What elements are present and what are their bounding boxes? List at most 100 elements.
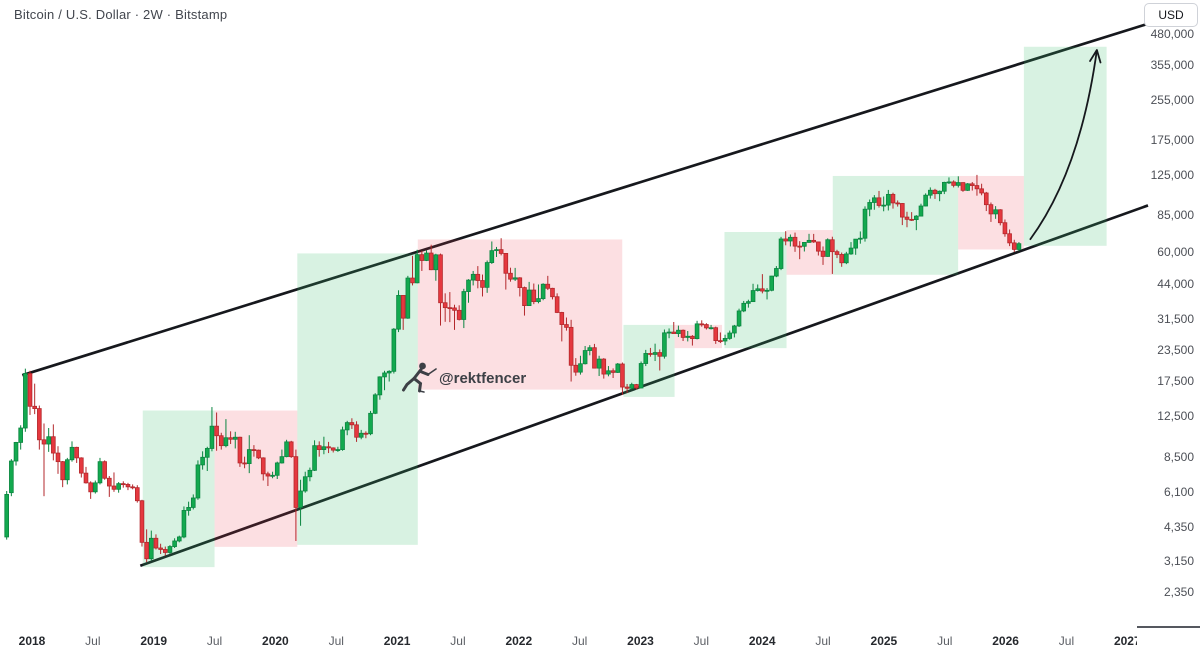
candle [844,251,849,265]
candle-body [400,295,406,319]
candle-body [732,325,737,334]
price-axis-label[interactable]: 175,000 [1150,132,1194,147]
candle-body [909,218,914,221]
candle [372,393,378,415]
price-axis[interactable]: 480,000 355,000 255,000 175,000 125,000 85,00… [1137,0,1200,628]
time-axis-label[interactable]: 2018 [18,634,46,648]
candle [900,203,905,226]
price-axis-label[interactable]: 23,500 [1157,343,1194,358]
candle-body [195,464,201,499]
price-axis-label[interactable]: 17,500 [1157,374,1194,389]
time-axis-label[interactable]: 2021 [383,634,411,648]
time-axis-label[interactable]: Jul [450,634,466,648]
time-axis-label[interactable]: Jul [328,634,344,648]
zone-accumulation-box[interactable] [1023,46,1107,246]
price-axis-label[interactable]: 255,000 [1150,93,1194,108]
time-axis-label[interactable]: 2027 [1113,634,1137,648]
candle-body [312,445,317,471]
candle-body [676,329,681,334]
time-axis-label[interactable]: Jul [571,634,588,648]
price-axis-label[interactable]: 3,150 [1163,554,1194,568]
candle [246,435,252,474]
projection-arrow-curve[interactable] [1029,49,1098,241]
price-axis-label[interactable]: 4,350 [1163,520,1194,535]
candle [592,343,597,369]
time-axis-label[interactable]: Jul [815,634,831,648]
zone-distribution-box[interactable] [214,410,298,547]
candle-body [368,412,373,435]
candle-body [764,289,770,292]
time-axis-label[interactable]: Jul [693,634,710,648]
price-axis-label[interactable]: 125,000 [1150,167,1194,182]
candle [41,423,47,497]
candle [260,457,266,481]
candle [358,429,364,440]
candle [419,250,425,271]
candle-body [60,461,65,481]
watermark: @rektfencer [401,361,526,395]
candle-body [181,510,187,538]
candle [340,426,345,451]
candle-body [955,182,961,186]
time-axis-label[interactable]: 2026 [992,634,1019,648]
time-axis-label[interactable]: 2019 [140,634,168,648]
candle-body [997,209,1003,224]
candle [368,410,373,436]
time-axis-label[interactable]: 2024 [748,634,776,648]
candle-body [755,288,761,291]
time-axis-label[interactable]: 2022 [505,634,533,648]
price-axis-label[interactable]: 12,500 [1157,409,1194,424]
price-axis-label[interactable]: 44,000 [1157,277,1194,292]
price-axis-label[interactable]: 31,500 [1157,312,1194,327]
candle [37,405,42,450]
time-axis-label[interactable]: Jul [1058,634,1075,648]
time-axis-label[interactable]: 2020 [262,634,289,648]
candle [746,299,751,308]
candle-body [769,275,775,291]
channel-lower-line[interactable] [139,204,1149,568]
candle [447,292,453,323]
price-axis-label[interactable]: 8,500 [1163,449,1194,464]
candle-body [335,449,341,451]
price-axis-label[interactable]: 355,000 [1150,58,1194,73]
candle [638,361,644,389]
candle-body [830,239,835,253]
candle-body [545,283,551,289]
time-axis-label[interactable]: 2023 [627,634,654,648]
price-axis-label[interactable]: 85,000 [1157,208,1194,223]
candle-body [18,427,23,443]
candle [148,530,154,561]
time-axis[interactable]: 2018 Jul 2019 Jul 2020 Jul 2021 Jul 2022 Jul 2023 J… [0,628,1137,655]
candle [13,441,19,466]
price-axis-label[interactable]: 6,100 [1163,484,1194,499]
currency-usd-button[interactable]: USD [1144,3,1198,27]
time-axis-label[interactable]: Jul [937,634,953,648]
candle [288,440,294,458]
candle-body [32,405,37,409]
candle-body [1011,242,1017,250]
time-axis-label[interactable]: Jul [206,634,223,648]
zone-distribution-box[interactable] [417,239,623,390]
time-axis-label[interactable]: Jul [85,634,101,648]
candle-body [587,347,593,351]
candle [27,370,33,415]
price-axis-label[interactable]: 60,000 [1157,244,1194,259]
candle-body [158,547,163,550]
candle-body [167,546,173,553]
channel-upper-line[interactable] [21,22,1149,377]
candle-body [265,473,271,477]
candle-body [708,327,714,330]
candle-body [494,249,499,252]
candle [596,355,602,377]
symbol-title[interactable]: Bitcoin / U.S. Dollar · 2W · Bitstamp [14,7,228,22]
candle [536,284,541,304]
candle-body [746,301,751,304]
price-axis-label[interactable]: 2,350 [1163,584,1194,599]
time-axis-label[interactable]: 2025 [870,634,898,648]
candle-body [578,363,583,373]
candle [797,241,802,260]
candle [391,328,397,374]
candle [624,383,630,393]
price-axis-label[interactable]: 480,000 [1150,26,1194,41]
